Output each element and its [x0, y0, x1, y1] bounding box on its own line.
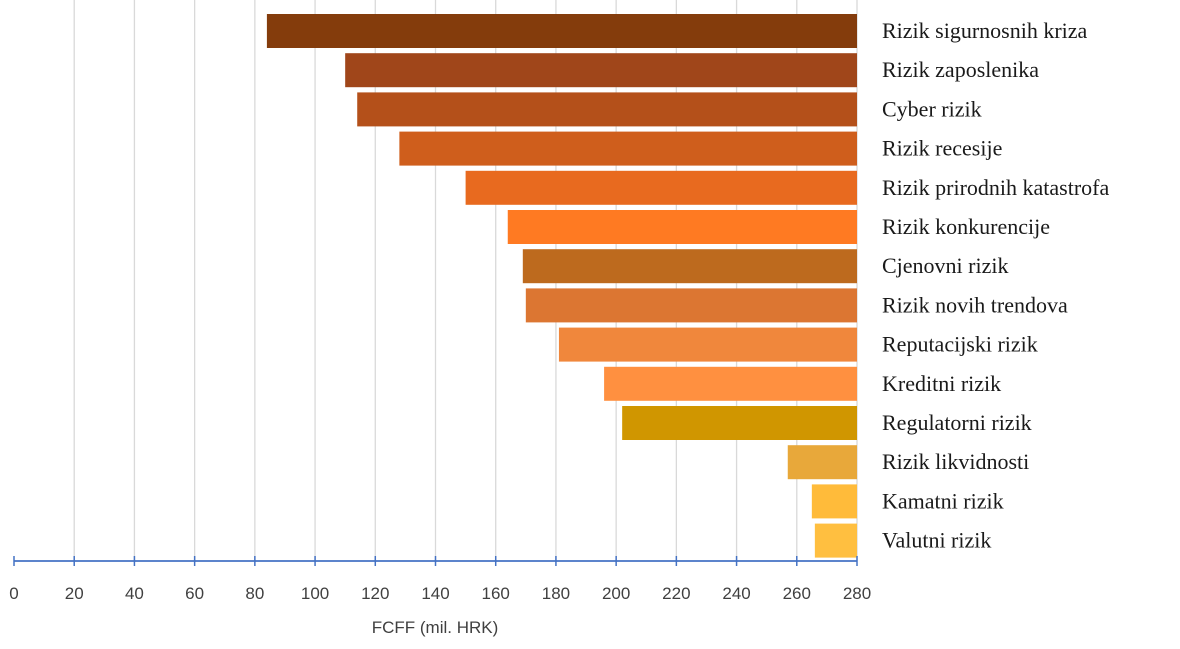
- category-label-rizik-likvidnosti: Rizik likvidnosti: [882, 449, 1029, 474]
- category-label-rizik-prirodnih-katastrofa: Rizik prirodnih katastrofa: [882, 175, 1110, 200]
- category-labels: Rizik sigurnosnih kriza Rizik zaposlenika…: [882, 18, 1110, 553]
- x-tick-label-0: 0: [9, 584, 18, 603]
- category-label-rizik-recesije: Rizik recesije: [882, 136, 1002, 161]
- bar-rizik-sigurnosnih-kriza: [266, 14, 857, 48]
- category-label-cyber-rizik: Cyber rizik: [882, 96, 982, 121]
- x-axis-title: FCFF (mil. HRK): [372, 618, 499, 637]
- x-tick-label-140: 140: [421, 584, 449, 603]
- category-label-kamatni-rizik: Kamatni rizik: [882, 488, 1004, 513]
- x-tick-label-80: 80: [245, 584, 264, 603]
- x-tick-label-200: 200: [602, 584, 630, 603]
- category-label-reputacijski-rizik: Reputacijski rizik: [882, 332, 1038, 357]
- category-label-rizik-novih-trendova: Rizik novih trendova: [882, 292, 1068, 317]
- bar-rizik-novih-trendova: [525, 288, 857, 323]
- x-tick-label-20: 20: [65, 584, 84, 603]
- x-tick-label-160: 160: [482, 584, 510, 603]
- bar-rizik-konkurencije: [507, 210, 857, 244]
- bar-valutni-rizik: [814, 523, 857, 558]
- x-axis: 0 20 40 60 80 100 120 140 160 180 200 220 240 260 280: [9, 556, 871, 603]
- bar-kamatni-rizik: [811, 484, 857, 519]
- category-label-rizik-konkurencije: Rizik konkurencije: [882, 214, 1050, 239]
- category-label-regulatorni-rizik: Regulatorni rizik: [882, 410, 1032, 435]
- bar-cyber-rizik: [357, 92, 857, 127]
- category-label-kreditni-rizik: Kreditni rizik: [882, 371, 1001, 396]
- x-tick-label-220: 220: [662, 584, 690, 603]
- bar-cjenovni-rizik: [522, 249, 857, 284]
- bars: [266, 14, 857, 558]
- category-label-valutni-rizik: Valutni rizik: [882, 528, 991, 553]
- bar-rizik-likvidnosti: [787, 445, 857, 480]
- bar-reputacijski-rizik: [558, 327, 857, 362]
- category-label-rizik-sigurnosnih-kriza: Rizik sigurnosnih kriza: [882, 18, 1088, 43]
- x-tick-label-120: 120: [361, 584, 389, 603]
- bar-regulatorni-rizik: [622, 406, 857, 440]
- bar-kreditni-rizik: [604, 366, 857, 401]
- x-tick-label-40: 40: [125, 584, 144, 603]
- bar-rizik-prirodnih-katastrofa: [465, 170, 857, 205]
- x-tick-label-180: 180: [542, 584, 570, 603]
- bar-rizik-recesije: [399, 131, 857, 166]
- x-tick-label-280: 280: [843, 584, 871, 603]
- bar-rizik-zaposlenika: [345, 53, 857, 88]
- x-tick-label-60: 60: [185, 584, 204, 603]
- category-label-cjenovni-rizik: Cjenovni rizik: [882, 253, 1008, 278]
- x-tick-label-240: 240: [722, 584, 750, 603]
- category-label-rizik-zaposlenika: Rizik zaposlenika: [882, 57, 1039, 82]
- x-tick-label-260: 260: [783, 584, 811, 603]
- x-tick-label-100: 100: [301, 584, 329, 603]
